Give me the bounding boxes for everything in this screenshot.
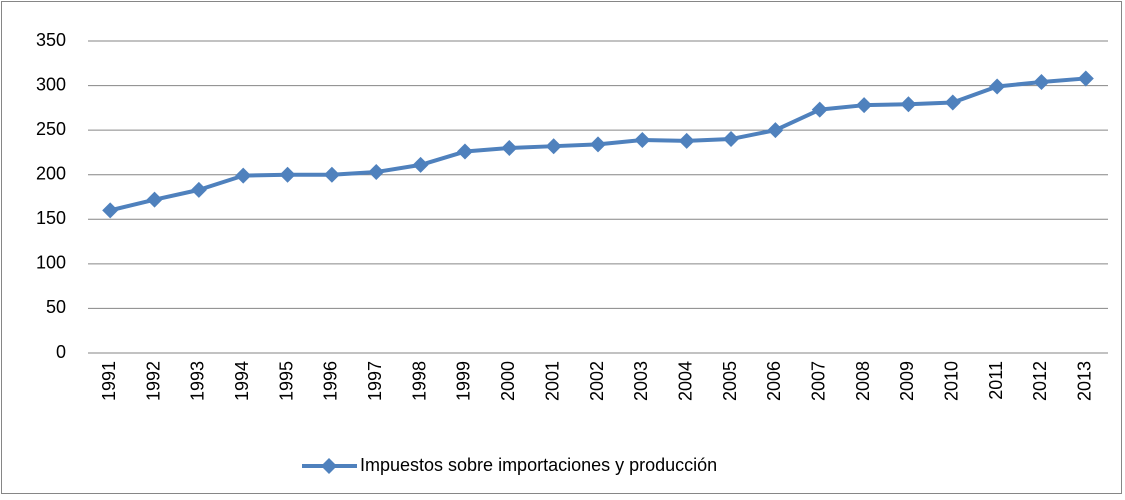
x-tick-label: 2005 (720, 361, 740, 401)
data-point (456, 143, 473, 160)
data-point (723, 131, 740, 148)
data-point (501, 139, 518, 156)
x-tick-label: 2009 (897, 361, 917, 401)
y-tick-label: 250 (36, 119, 66, 139)
x-tick-label: 2006 (764, 361, 784, 401)
data-point (590, 136, 606, 153)
y-tick-label: 50 (46, 297, 66, 317)
x-tick-label: 2002 (587, 361, 607, 401)
x-tick-label: 1995 (276, 361, 296, 401)
data-point (146, 191, 163, 208)
x-tick-label: 1996 (321, 361, 341, 401)
x-tick-label: 1997 (365, 361, 385, 401)
data-point (412, 156, 429, 173)
x-tick-label: 1992 (143, 361, 163, 401)
data-point (1077, 70, 1094, 87)
data-point (102, 202, 119, 219)
y-tick-label: 200 (36, 163, 66, 183)
x-tick-label: 1993 (188, 361, 208, 401)
data-point (545, 138, 562, 155)
x-tick-label: 2004 (675, 361, 695, 401)
y-tick-label: 350 (36, 30, 66, 50)
y-tick-label: 100 (36, 253, 66, 273)
x-tick-label: 2000 (498, 361, 518, 401)
data-point (1033, 74, 1050, 91)
x-tick-label: 2003 (631, 361, 651, 401)
data-point (323, 166, 340, 183)
x-tick-label: 1998 (409, 361, 429, 401)
data-point (900, 96, 917, 113)
x-tick-label: 2001 (542, 361, 562, 401)
x-tick-label: 1999 (454, 361, 474, 401)
data-point (989, 78, 1006, 95)
x-tick-label: 2010 (942, 361, 962, 401)
data-point (944, 94, 961, 111)
data-point (368, 164, 385, 181)
x-tick-label: 2012 (1030, 361, 1050, 401)
x-tick-label: 2007 (808, 361, 828, 401)
data-point (767, 122, 784, 139)
x-tick-label: 1994 (232, 361, 252, 401)
x-tick-label: 2011 (986, 361, 1006, 400)
data-point (678, 132, 695, 149)
y-tick-label: 150 (36, 208, 66, 228)
data-point (279, 166, 296, 183)
x-tick-label: 1991 (99, 361, 119, 401)
legend-marker (321, 458, 337, 474)
data-point (811, 101, 828, 118)
data-point (856, 97, 873, 114)
y-tick-label: 300 (36, 74, 66, 94)
legend-label: Impuestos sobre importaciones y producci… (360, 455, 717, 475)
data-point (190, 181, 207, 198)
data-point (235, 167, 252, 184)
x-tick-label: 2013 (1075, 361, 1095, 401)
y-tick-label: 0 (56, 342, 66, 362)
x-tick-label: 2008 (853, 361, 873, 401)
data-point (634, 131, 651, 148)
